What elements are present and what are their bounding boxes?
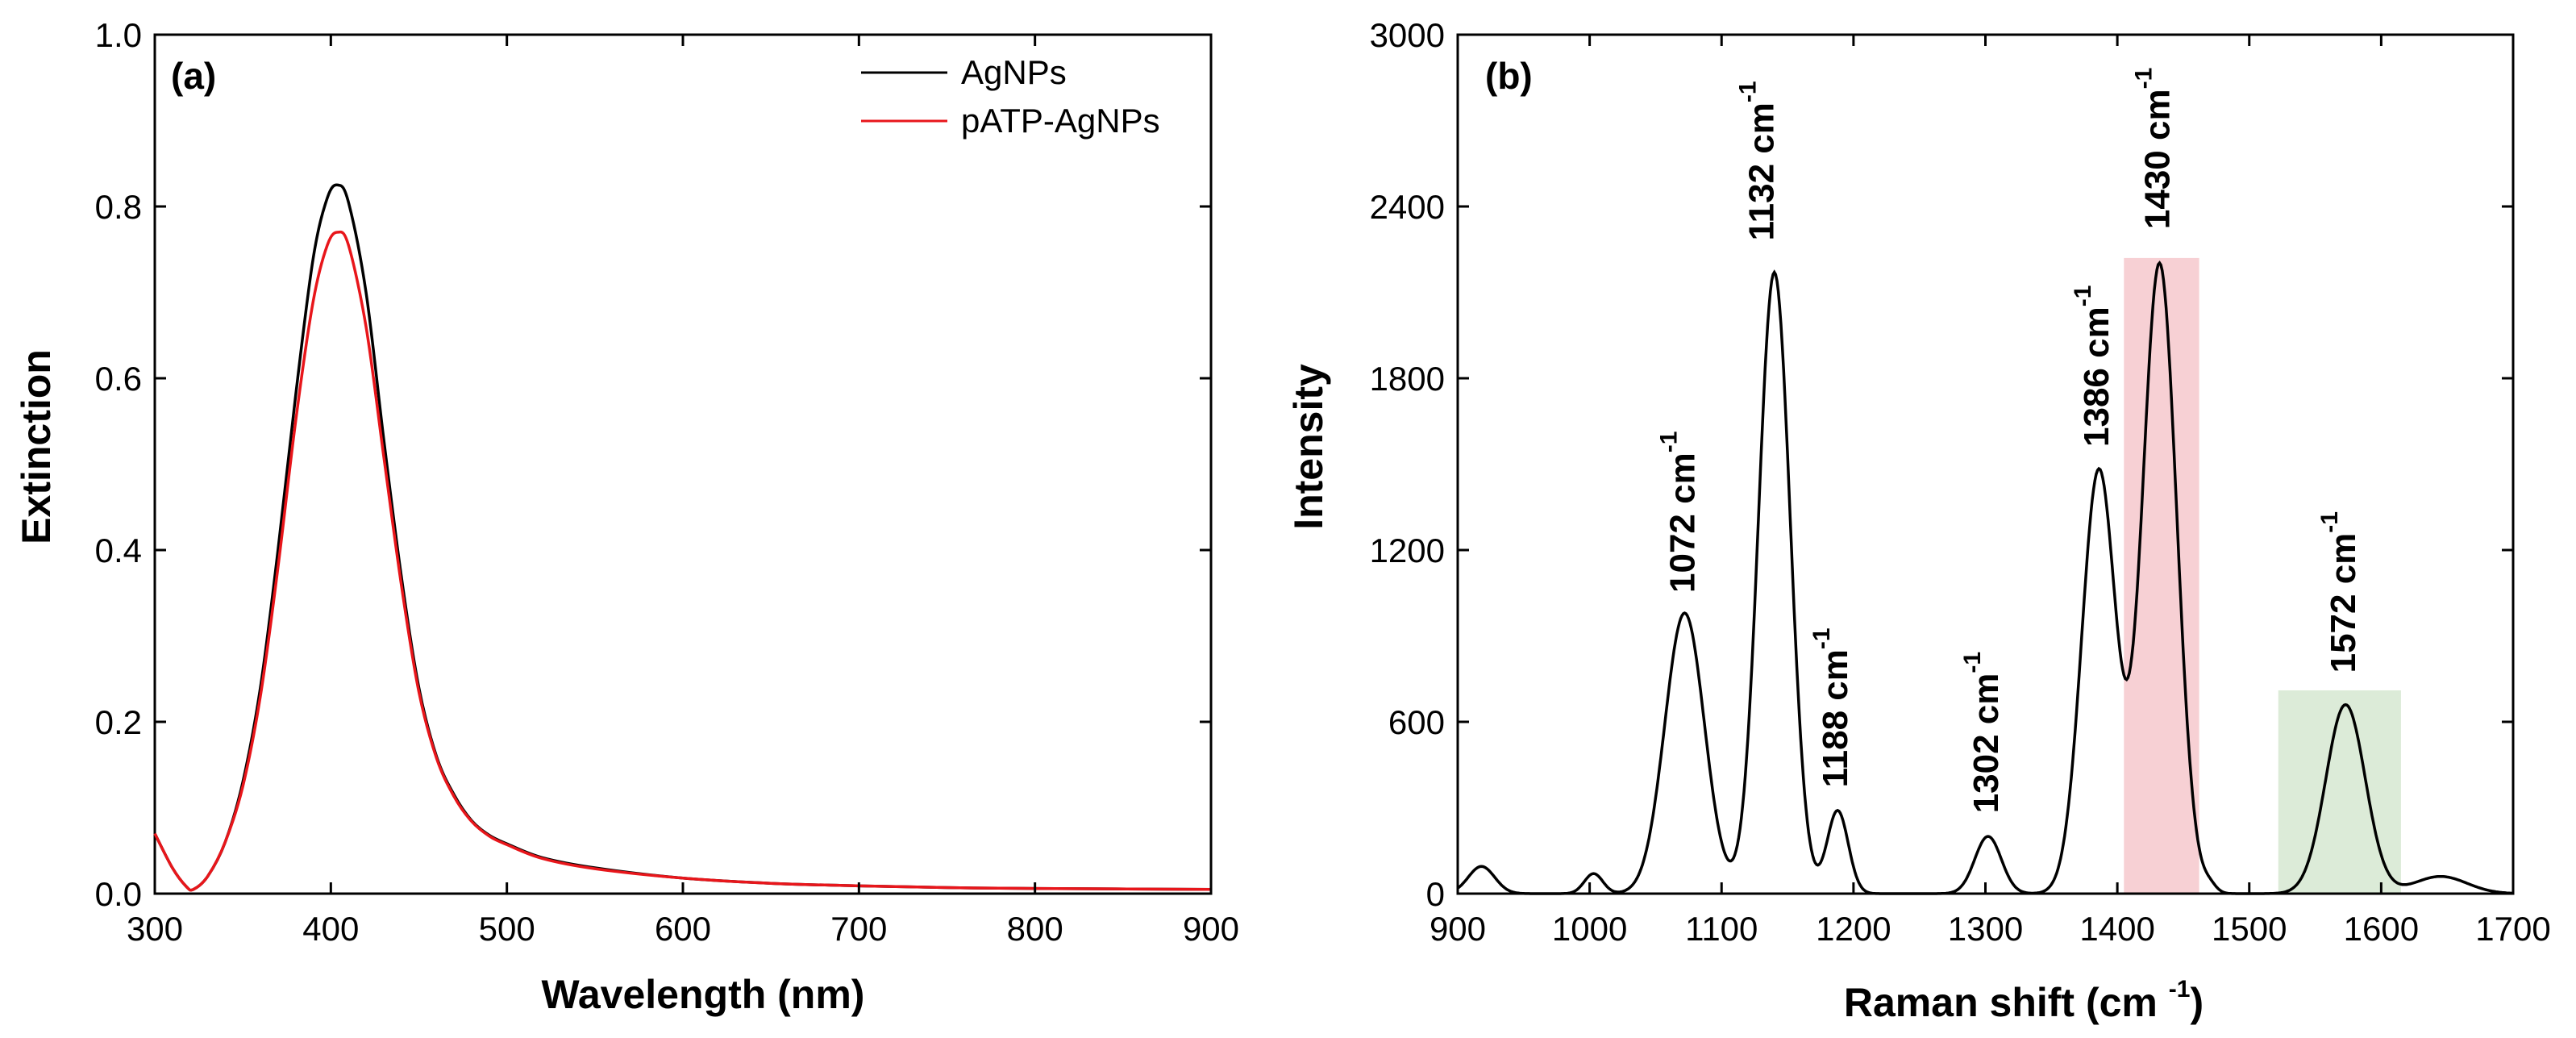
x-axis-label-sup: -1 [2169,976,2191,1003]
peak-annotation: 1430 cm-1 [2131,68,2178,229]
series-line-patp-agnps [153,230,1212,892]
panel-a-y-tick-label: 0.8 [95,188,142,226]
panel-b-y-tick-label: 3000 [1370,16,1445,54]
peak-annotation: 1132 cm-1 [1735,81,1782,240]
peak-annotation-sup: -1 [1655,431,1682,453]
panel-a-x-tick-label: 300 [127,910,183,948]
panel-a-y-tick-label: 0.6 [95,360,142,398]
peak-annotation-sup: -1 [2131,68,2158,90]
panel-b-x-tick-label: 900 [1429,910,1486,948]
peak-annotation-text: 1302 cm [1966,673,2006,814]
panel-b-x-tick-label: 1500 [2212,910,2287,948]
peak-annotation-text: 1132 cm [1742,102,1782,240]
panel-a-y-tick-label: 0.0 [95,875,142,913]
panel-b-y-tick-label: 2400 [1370,188,1445,226]
panel-b-x-tick-label: 1200 [1816,910,1891,948]
legend-patp-agnps-label: pATP-AgNPs [961,102,1160,140]
x-axis-label: Raman shift (cm -1) [1844,976,2204,1025]
panel-a-x-tick-label: 800 [1007,910,1063,948]
peak-annotation-sup: -1 [1808,627,1835,649]
y-axis-label: Intensity [1286,364,1331,530]
panel-b-x-tick-label: 1600 [2344,910,2419,948]
peak-annotation-sup: -1 [2316,511,2343,533]
peak-annotation-text: 1572 cm [2324,533,2363,673]
panel-a-x-tick-label: 700 [830,910,887,948]
panel-b-x-tick-label: 1100 [1685,910,1758,948]
panel-b-x-tick-label: 1700 [2475,910,2550,948]
panel-a-y-tick-label: 0.4 [95,532,142,569]
panel-b-x-tick-label: 1300 [1948,910,2023,948]
panel-a-x-tick-label: 400 [302,910,359,948]
peak-annotation-sup: -1 [1959,652,1986,673]
peak-annotation: 1386 cm-1 [2070,286,2116,447]
peak-annotation-text: 1386 cm [2077,306,2116,447]
legend-agnps-label: AgNPs [961,53,1067,91]
panel-a-extinction-chart: 300 400 500 600 700 800 9000.00.20.40.60.81.0 … [14,16,1239,1017]
panel-a-x-tick-label: 900 [1183,910,1239,948]
highlight-band [2124,257,2199,894]
series-line-agnps [153,183,1212,892]
panel-b-y-tick-label: 1200 [1370,532,1445,569]
panel-b-y-tick-label: 600 [1388,703,1445,741]
series-line-raman-spectrum [1456,261,2514,895]
panel-a-y-tick-label: 1.0 [95,16,142,54]
panel-a-y-tick-label: 0.2 [95,703,142,741]
panel-b-raman-chart: 900 1000 1100 1200 1300 1400 1500 1600 1700 0 600 1… [1286,16,2551,1025]
panel-b-x-tick-label: 1400 [2079,910,2154,948]
panel-a-label: (a) [171,55,216,97]
peak-annotation-sup: -1 [2070,286,2096,307]
panel-a-x-tick-label: 600 [655,910,711,948]
peak-annotation-text: 1072 cm [1663,452,1702,593]
peak-annotation-sup: -1 [1735,81,1762,102]
peak-annotation: 1188 cm-1 [1808,627,1855,787]
peak-annotation: 1072 cm-1 [1655,431,1702,593]
panel-b-y-tick-label: 0 [1426,875,1445,913]
panel-b-x-tick-label: 1000 [1552,910,1627,948]
panel-b-label: (b) [1485,55,1533,97]
panel-b-y-tick-label: 1800 [1370,360,1445,398]
x-axis-label-text: Raman shift (cm [1844,980,2158,1025]
panel-a-x-tick-label: 500 [479,910,535,948]
panel-a-plot-frame [153,33,1213,895]
peak-annotation: 1302 cm-1 [1959,652,2006,813]
peak-annotation-text: 1430 cm [2138,89,2178,229]
x-axis-label: Wavelength (nm) [542,972,865,1017]
peak-annotation: 1572 cm-1 [2316,511,2363,673]
y-axis-label: Extinction [14,349,59,544]
peak-annotation-text: 1188 cm [1816,649,1855,787]
highlight-band [2278,690,2401,894]
x-axis-label-close: ) [2190,980,2204,1025]
legend: AgNPs pATP-AgNPs [861,53,1160,140]
